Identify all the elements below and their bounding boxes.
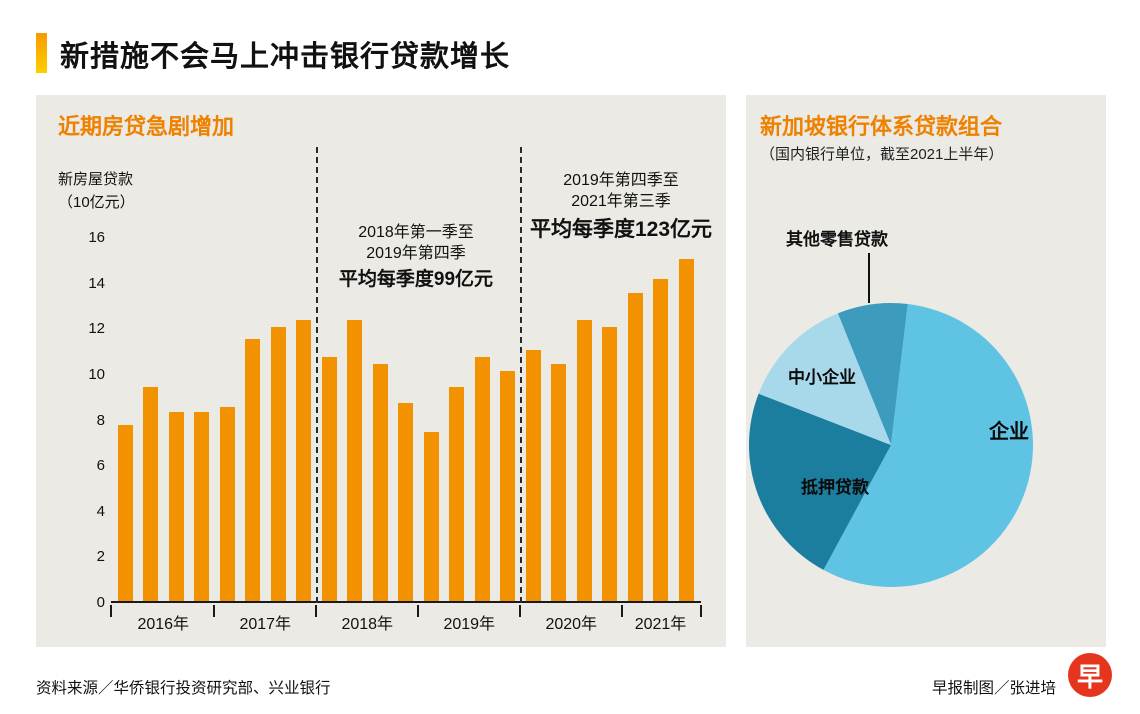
annotation-line: 2018年第一季至 [358, 224, 474, 241]
x-axis-label: 2016年 [137, 616, 190, 633]
bar-q22 [653, 279, 668, 601]
bar-chart-panel: 近期房贷急剧增加 新房屋贷款 （10亿元） 0 2 4 6 8 10 12 14 16 2016年… [36, 95, 726, 647]
pie-label-sme: 中小企业 [788, 368, 856, 387]
x-axis-tick [621, 605, 624, 617]
x-axis-tick [213, 605, 216, 617]
bar-q15 [474, 356, 490, 601]
y-tick-label: 10 [88, 365, 105, 383]
x-axis-tick [519, 605, 522, 617]
title-accent-bar [36, 33, 47, 73]
bar-q19 [576, 320, 592, 601]
pie-chart [749, 303, 1034, 588]
y-tick-label: 4 [96, 502, 105, 520]
annotation-line: 2019年第四季 [366, 244, 466, 262]
pie-chart-title: 新加坡银行体系贷款组合 [760, 114, 1003, 139]
annotation-line: 2019年第四季至 [563, 172, 679, 189]
bar-q21 [627, 293, 643, 601]
y-tick-label: 14 [88, 274, 105, 292]
x-axis-tick [700, 605, 702, 617]
pie-slice-4 [758, 313, 891, 445]
pie-slice-1 [837, 303, 908, 445]
bar-q10 [347, 320, 362, 601]
x-axis-label: 2018年 [341, 616, 394, 633]
bar-q4 [194, 411, 209, 601]
bar-q6 [245, 338, 260, 601]
bar-q7 [270, 327, 286, 601]
x-axis-label: 2020年 [545, 616, 598, 633]
pie-label-corporate: 企业 [989, 421, 1029, 443]
y-tick-label: 12 [88, 320, 105, 338]
pie-chart-subtitle: （国内银行单位，截至2021上半年） [760, 146, 1004, 163]
pie-label-other-retail: 其他零售贷款 [786, 230, 888, 249]
bar-q5 [219, 407, 235, 601]
bar-q1 [117, 425, 133, 601]
bar-q20 [602, 327, 617, 601]
y-tick-label: 0 [96, 594, 105, 611]
bar-q11 [372, 363, 388, 601]
x-axis-tick [110, 605, 112, 617]
bar-chart-plot: 0 2 4 6 8 10 12 14 16 2016年 2017年 2018年 2019年 2020年 20… [88, 229, 702, 633]
pie-slice-2 [823, 304, 1034, 588]
y-tick-label: 6 [96, 457, 105, 475]
zaobao-logo: 早 [1068, 653, 1112, 697]
bar-q13 [423, 432, 439, 601]
x-axis-label: 2021年 [634, 616, 687, 633]
bar-q23 [678, 258, 694, 601]
y-tick-label: 2 [96, 548, 105, 566]
annotation-average-value: 平均每季度99亿元 [338, 268, 494, 290]
bar-q3 [168, 411, 184, 601]
bar-q18 [551, 363, 566, 601]
period-divider-line-1 [316, 147, 318, 603]
pie-callout-line [868, 253, 870, 303]
zaobao-logo-char: 早 [1076, 661, 1103, 692]
y-tick-label: 8 [96, 411, 105, 429]
y-axis-label-line2: （10亿元） [58, 193, 135, 211]
x-axis-tick [315, 605, 318, 617]
x-axis-tick [417, 605, 420, 617]
graphic-credit: 早报制图／张进培 [931, 680, 1056, 697]
annotation-line: 2021年第三季 [571, 192, 671, 210]
annotation-2018-2019: 2018年第一季至 2019年第四季 平均每季度99亿元 [306, 223, 526, 292]
pie-chart-panel: 新加坡银行体系贷款组合 （国内银行单位，截至2021上半年） 其他零售贷款 企业… [746, 95, 1106, 647]
bar-q12 [398, 402, 413, 601]
bar-q17 [525, 350, 541, 601]
page-title: 新措施不会马上冲击银行贷款增长 [60, 41, 511, 73]
bar-chart-title: 近期房贷急剧增加 [58, 114, 235, 139]
y-tick-label: 16 [88, 229, 105, 246]
y-axis-label-line1: 新房屋贷款 [58, 171, 134, 188]
y-axis-label: 新房屋贷款 （10亿元） [58, 169, 135, 214]
bar-q14 [449, 386, 464, 601]
pie-label-mortgage: 抵押贷款 [801, 478, 869, 497]
bar-q8 [296, 320, 311, 601]
x-axis-label: 2019年 [443, 616, 496, 633]
bar-q9 [321, 356, 337, 601]
pie-slice-3 [749, 393, 891, 570]
bar-q2 [143, 386, 158, 601]
bar-q16 [500, 370, 515, 601]
source-credit: 资料来源／华侨银行投资研究部、兴业银行 [36, 680, 331, 697]
x-axis-label: 2017年 [239, 616, 292, 633]
annotation-2019-2021: 2019年第四季至 2021年第三季 平均每季度123亿元 [491, 171, 751, 243]
annotation-average-value: 平均每季度123亿元 [529, 217, 713, 241]
period-divider-line-2 [520, 147, 522, 603]
